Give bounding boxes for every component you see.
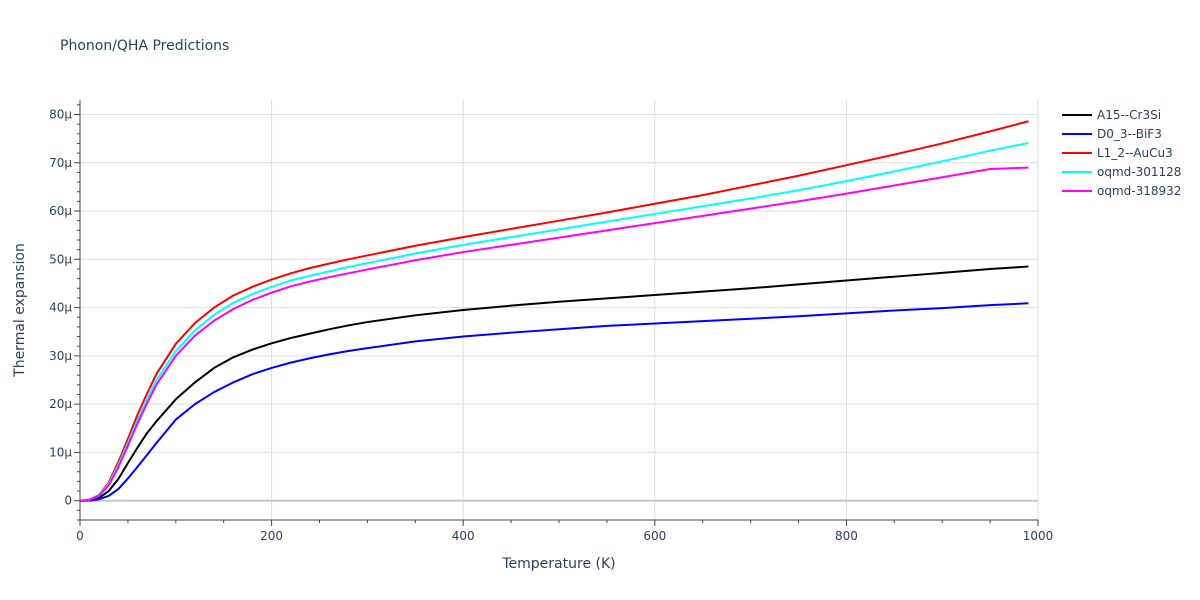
y-tick-label: 0 [64, 494, 72, 508]
legend-item-L1_2--AuCu3[interactable]: L1_2--AuCu3 [1062, 146, 1173, 160]
x-tick-label: 400 [452, 529, 475, 543]
legend-label: D0_3--BiF3 [1097, 127, 1162, 141]
y-ticks: 0 10μ 20μ 30μ 40μ 50μ 60μ 70μ 80μ [49, 104, 80, 521]
legend-item-A15--Cr3Si[interactable]: A15--Cr3Si [1062, 108, 1161, 122]
y-tick-label: 70μ [49, 156, 72, 170]
y-axis-title: Thermal expansion [12, 243, 28, 378]
series-group [79, 120, 1029, 502]
y-tick-label: 30μ [49, 349, 72, 363]
series-line-oqmd-301128[interactable] [79, 141, 1029, 502]
legend-item-D0_3--BiF3[interactable]: D0_3--BiF3 [1062, 127, 1162, 141]
x-tick-label: 1000 [1023, 529, 1054, 543]
legend-label: oqmd-301128 [1097, 165, 1181, 179]
x-ticks: 0 200 400 600 800 1000 [76, 520, 1053, 543]
x-axis-title: Temperature (K) [501, 556, 615, 572]
chart-title: Phonon/QHA Predictions [60, 38, 229, 54]
y-tick-label: 80μ [49, 107, 72, 121]
x-tick-label: 0 [76, 529, 84, 543]
x-tick-label: 600 [643, 529, 666, 543]
series-line-A15--Cr3Si[interactable] [79, 265, 1029, 502]
grid [80, 100, 1039, 520]
x-tick-label: 800 [835, 529, 858, 543]
x-tick-label: 200 [260, 529, 283, 543]
series-line-D0_3--BiF3[interactable] [79, 302, 1029, 502]
legend-item-oqmd-301128[interactable]: oqmd-301128 [1062, 165, 1181, 179]
legend[interactable]: A15--Cr3Si D0_3--BiF3 L1_2--AuCu3 oqmd-3011… [1062, 108, 1181, 198]
y-tick-label: 40μ [49, 301, 72, 315]
series-line-L1_2--AuCu3[interactable] [79, 120, 1029, 502]
legend-item-oqmd-318932[interactable]: oqmd-318932 [1062, 184, 1181, 198]
y-tick-label: 50μ [49, 252, 72, 266]
series-line-oqmd-318932[interactable] [79, 166, 1029, 502]
legend-label: oqmd-318932 [1097, 184, 1181, 198]
legend-label: L1_2--AuCu3 [1097, 146, 1173, 160]
y-tick-label: 10μ [49, 445, 72, 459]
legend-label: A15--Cr3Si [1097, 108, 1161, 122]
y-tick-label: 20μ [49, 397, 72, 411]
y-tick-label: 60μ [49, 204, 72, 218]
